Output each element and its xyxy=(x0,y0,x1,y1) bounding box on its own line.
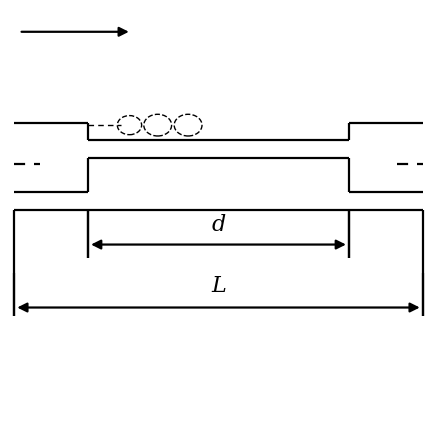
Text: L: L xyxy=(211,275,226,297)
Text: d: d xyxy=(212,214,225,236)
